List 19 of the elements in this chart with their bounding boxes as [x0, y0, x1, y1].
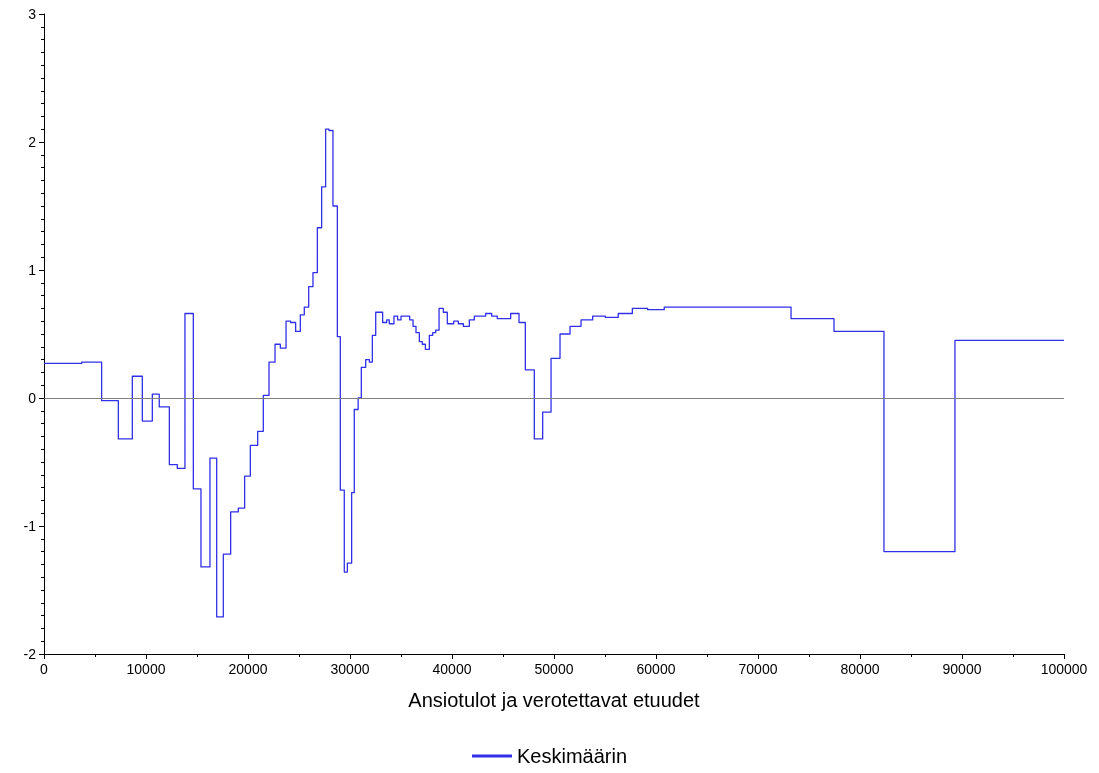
y-tick-label: 0 — [28, 390, 37, 406]
x-tick-label: 30000 — [330, 661, 370, 677]
y-tick-label: -1 — [23, 518, 37, 534]
x-tick-label: 10000 — [126, 661, 166, 677]
x-tick-label: 100000 — [1040, 661, 1088, 677]
x-axis-title: Ansiotulot ja verotettavat etuudet — [408, 689, 701, 711]
x-tick-label: 90000 — [942, 661, 982, 677]
y-tick-label: -2 — [23, 646, 37, 662]
x-tick-label: 60000 — [636, 661, 676, 677]
x-tick-label: 40000 — [432, 661, 472, 677]
y-tick-label: 3 — [28, 6, 37, 22]
x-tick-label: 80000 — [840, 661, 880, 677]
y-tick-label: 1 — [28, 262, 37, 278]
x-tick-label: 0 — [40, 661, 49, 677]
x-tick-label: 70000 — [738, 661, 778, 677]
x-tick-label: 50000 — [534, 661, 574, 677]
legend-label: Keskimäärin — [516, 745, 628, 767]
y-tick-label: 2 — [28, 134, 37, 150]
x-tick-label: 20000 — [228, 661, 268, 677]
